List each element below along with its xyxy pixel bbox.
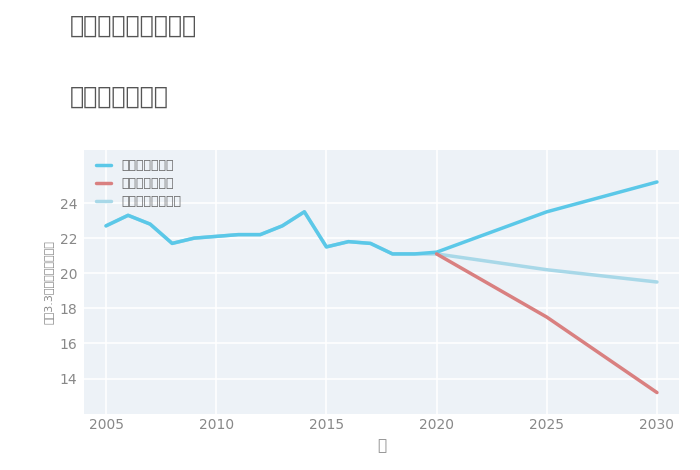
ノーマルシナリオ [212,234,220,239]
ノーマルシナリオ [146,221,154,227]
グッドシナリオ [653,179,662,185]
バッドシナリオ [433,251,441,257]
グッドシナリオ [389,251,397,257]
グッドシナリオ [366,241,375,246]
ノーマルシナリオ [102,223,110,229]
ノーマルシナリオ [542,267,551,273]
ノーマルシナリオ [653,279,662,285]
Y-axis label: 坪（3.3㎡）単価（万円）: 坪（3.3㎡）単価（万円） [43,240,54,324]
ノーマルシナリオ [410,251,419,257]
グッドシナリオ [300,209,309,215]
ノーマルシナリオ [389,251,397,257]
バッドシナリオ [542,314,551,320]
グッドシナリオ [168,241,176,246]
グッドシナリオ [344,239,353,244]
ノーマルシナリオ [256,232,265,237]
ノーマルシナリオ [168,241,176,246]
ノーマルシナリオ [344,239,353,244]
バッドシナリオ [653,390,662,395]
グッドシナリオ [410,251,419,257]
ノーマルシナリオ [124,212,132,218]
グッドシナリオ [212,234,220,239]
グッドシナリオ [124,212,132,218]
ノーマルシナリオ [322,244,330,250]
グッドシナリオ [102,223,110,229]
ノーマルシナリオ [366,241,375,246]
X-axis label: 年: 年 [377,438,386,453]
ノーマルシナリオ [278,223,286,229]
グッドシナリオ [234,232,242,237]
Text: 土地の価格推移: 土地の価格推移 [70,85,169,109]
グッドシナリオ [322,244,330,250]
グッドシナリオ [256,232,265,237]
Legend: グッドシナリオ, バッドシナリオ, ノーマルシナリオ: グッドシナリオ, バッドシナリオ, ノーマルシナリオ [96,159,181,208]
Line: グッドシナリオ: グッドシナリオ [106,182,657,254]
ノーマルシナリオ [234,232,242,237]
Text: 千葉県市原市米原の: 千葉県市原市米原の [70,14,197,38]
グッドシナリオ [190,235,198,241]
グッドシナリオ [146,221,154,227]
Line: バッドシナリオ: バッドシナリオ [437,254,657,392]
ノーマルシナリオ [300,209,309,215]
グッドシナリオ [542,209,551,215]
グッドシナリオ [433,250,441,255]
ノーマルシナリオ [190,235,198,241]
グッドシナリオ [278,223,286,229]
ノーマルシナリオ [433,251,441,257]
Line: ノーマルシナリオ: ノーマルシナリオ [106,212,657,282]
